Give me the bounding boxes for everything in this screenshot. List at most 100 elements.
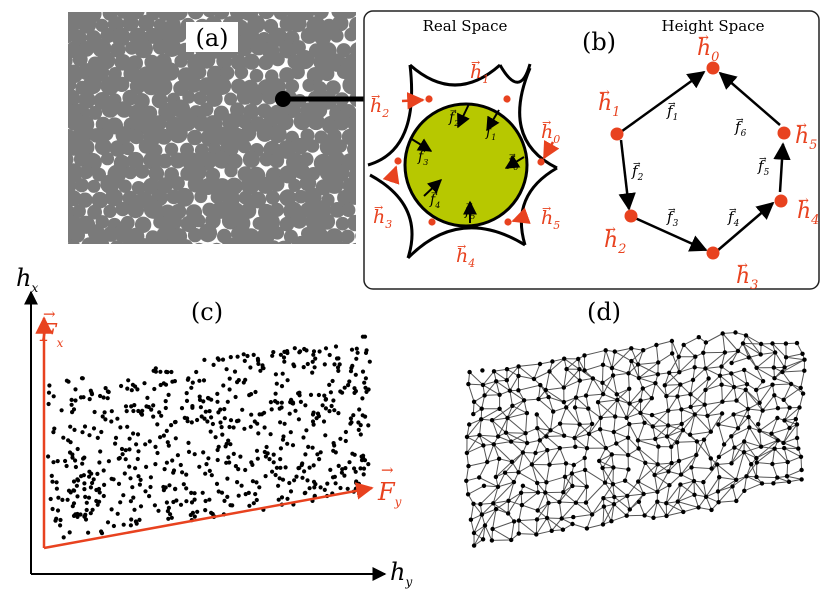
network-node	[754, 387, 759, 393]
scatter-point	[242, 358, 247, 363]
network-node	[577, 378, 582, 383]
scatter-point	[128, 523, 133, 528]
network-edge	[612, 375, 618, 395]
svg-text:→: →	[457, 240, 466, 253]
network-edge	[584, 469, 606, 484]
network-edge	[575, 486, 588, 503]
scatter-point	[327, 409, 332, 414]
network-edge	[705, 496, 719, 503]
network-edge	[566, 358, 579, 370]
network-edge	[681, 414, 696, 425]
network-edge	[465, 466, 469, 481]
network-edge	[525, 413, 528, 434]
panel-d: (d)	[464, 298, 807, 548]
scatter-point	[163, 399, 168, 404]
grain	[302, 78, 316, 93]
scatter-point	[343, 466, 348, 471]
network-edge	[616, 388, 630, 401]
scatter-point	[226, 438, 231, 443]
network-edge	[745, 334, 762, 345]
network-edge	[665, 396, 669, 411]
scatter-point	[118, 425, 123, 430]
scatter-point	[192, 497, 197, 502]
network-node	[573, 500, 579, 505]
network-edge	[759, 384, 773, 404]
network-node	[518, 490, 524, 495]
network-edge	[614, 347, 632, 353]
network-node	[770, 461, 775, 467]
network-node	[782, 418, 787, 423]
network-node	[583, 500, 589, 505]
grain	[90, 235, 110, 244]
scatter-point	[307, 465, 312, 470]
network-edge	[629, 388, 644, 404]
scatter-point	[321, 419, 327, 424]
network-edge	[497, 436, 512, 443]
grain	[332, 15, 349, 32]
network-edge	[783, 387, 801, 401]
network-edge	[743, 476, 747, 491]
network-edge	[678, 356, 696, 373]
network-node	[745, 406, 751, 412]
network-node	[703, 340, 709, 345]
scatter-point	[130, 485, 135, 490]
scatter-point	[184, 398, 190, 403]
network-edge	[585, 502, 593, 515]
panel-d-label: (d)	[587, 298, 621, 326]
scatter-point	[240, 407, 245, 412]
network-node	[520, 450, 526, 455]
scatter-point	[353, 372, 358, 377]
network-node	[477, 475, 482, 480]
scatter-point	[80, 430, 85, 435]
network-edge	[745, 389, 763, 411]
network-edge	[683, 336, 700, 346]
scatter-point	[236, 378, 241, 383]
network-node	[511, 479, 517, 485]
scatter-point	[356, 420, 361, 425]
network-edge	[657, 352, 673, 363]
network-node	[794, 435, 800, 441]
scatter-point	[164, 369, 169, 374]
scatter-point	[105, 396, 110, 401]
scatter-point	[131, 431, 136, 436]
scatter-point	[113, 441, 118, 446]
network-edge	[505, 417, 508, 433]
scatter-point	[283, 465, 288, 470]
scatter-point	[142, 381, 147, 386]
scatter-point	[49, 473, 54, 478]
network-node	[524, 410, 530, 416]
scatter-point	[253, 389, 258, 395]
network-node	[516, 388, 521, 393]
scatter-point	[87, 397, 92, 402]
scatter-point	[46, 390, 52, 395]
network-node	[773, 350, 778, 355]
scatter-point	[82, 487, 87, 492]
contact-network	[464, 330, 807, 548]
network-node	[746, 414, 751, 420]
scatter-point	[290, 443, 296, 448]
scatter-point	[137, 482, 142, 487]
network-node	[678, 482, 683, 487]
network-edge	[482, 380, 497, 386]
network-edge	[638, 373, 658, 379]
scatter-point	[194, 369, 199, 375]
svg-text:f3: f3	[666, 208, 679, 229]
network-node	[570, 483, 575, 489]
scatter-point	[90, 480, 95, 486]
network-node	[635, 362, 641, 367]
scatter-point	[239, 483, 244, 488]
network-edge	[479, 434, 499, 437]
real-space-height-points	[394, 95, 545, 226]
height-label-h3: h3→	[736, 258, 758, 293]
network-node	[516, 518, 522, 523]
grain	[68, 140, 81, 156]
network-node	[771, 481, 776, 486]
network-node	[692, 412, 697, 417]
network-node	[503, 430, 509, 435]
network-edge	[668, 408, 682, 412]
network-edge	[664, 372, 670, 386]
network-edge	[721, 352, 726, 367]
scatter-point	[66, 379, 71, 384]
svg-text:h5: h5	[541, 207, 560, 232]
network-edge	[694, 414, 712, 433]
